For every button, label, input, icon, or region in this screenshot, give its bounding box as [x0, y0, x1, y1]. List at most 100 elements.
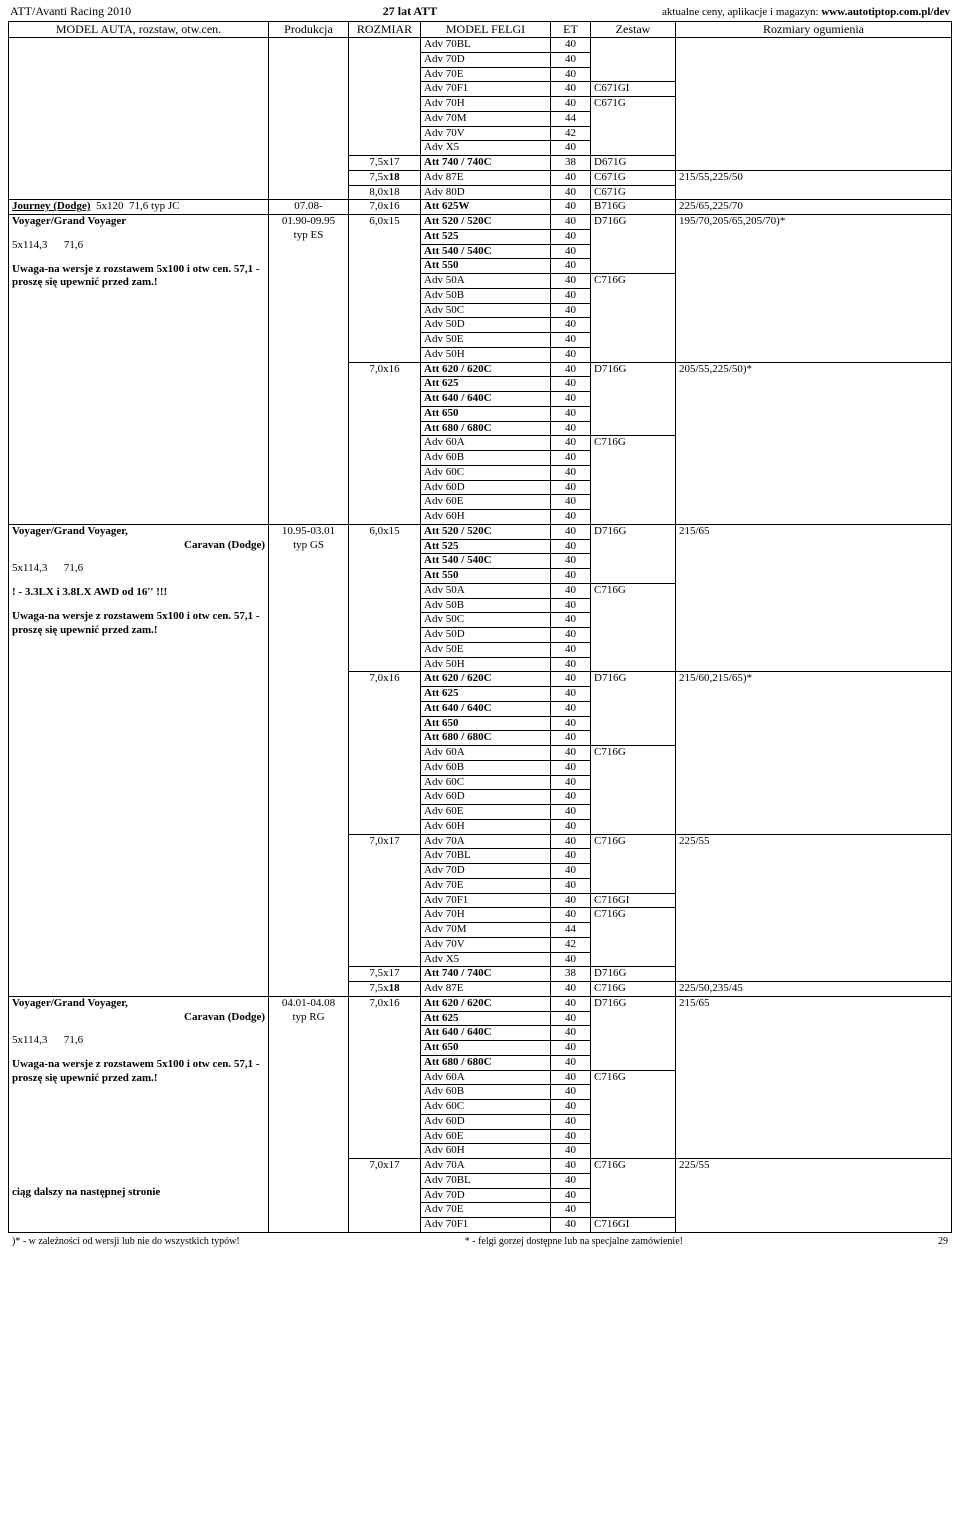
- rozmiar-cell: 7,0x17: [349, 834, 421, 967]
- et-cell: 40: [551, 347, 591, 362]
- et-cell: 40: [551, 642, 591, 657]
- felgi-cell: Adv 60B: [421, 451, 551, 466]
- felgi-cell: Adv 60E: [421, 495, 551, 510]
- felgi-cell: Att 525: [421, 229, 551, 244]
- zestaw-cell: C716G: [591, 834, 676, 893]
- et-cell: 40: [551, 628, 591, 643]
- et-cell: 40: [551, 406, 591, 421]
- felgi-cell: Adv 70BL: [421, 849, 551, 864]
- et-cell: 40: [551, 362, 591, 377]
- et-cell: 40: [551, 1144, 591, 1159]
- et-cell: 40: [551, 746, 591, 761]
- et-cell: 40: [551, 1173, 591, 1188]
- page-header: ATT/Avanti Racing 2010 27 lat ATT aktual…: [8, 4, 952, 21]
- et-cell: 42: [551, 937, 591, 952]
- rozmiar-cell: [349, 38, 421, 156]
- ogumienie-cell: 215/60,215/65)*: [676, 672, 952, 834]
- zestaw-cell: C716GI: [591, 893, 676, 908]
- et-cell: 40: [551, 1041, 591, 1056]
- felgi-cell: Adv 70V: [421, 126, 551, 141]
- et-cell: 40: [551, 849, 591, 864]
- et-cell: 40: [551, 97, 591, 112]
- felgi-cell: Adv 70D: [421, 864, 551, 879]
- et-cell: 40: [551, 82, 591, 97]
- zestaw-cell: D716G: [591, 215, 676, 274]
- et-cell: 40: [551, 1188, 591, 1203]
- et-cell: 40: [551, 1011, 591, 1026]
- zestaw-cell: [591, 38, 676, 82]
- ogumienie-cell: 225/65,225/70: [676, 200, 952, 215]
- zestaw-cell: C716G: [591, 436, 676, 525]
- et-cell: 40: [551, 539, 591, 554]
- et-cell: 40: [551, 1159, 591, 1174]
- ogumienie-cell: 215/65: [676, 524, 952, 672]
- et-cell: 40: [551, 1085, 591, 1100]
- felgi-cell: Adv 50C: [421, 613, 551, 628]
- et-cell: 40: [551, 790, 591, 805]
- felgi-cell: Att 640 / 640C: [421, 392, 551, 407]
- zestaw-cell: C716G: [591, 1159, 676, 1218]
- rozmiar-cell: 7,0x16: [349, 672, 421, 834]
- felgi-cell: Adv 60D: [421, 480, 551, 495]
- et-cell: 40: [551, 274, 591, 289]
- rozmiar-cell: 7,5x17: [349, 967, 421, 982]
- felgi-cell: Adv 60A: [421, 746, 551, 761]
- et-cell: 40: [551, 392, 591, 407]
- felgi-cell: Adv 50A: [421, 583, 551, 598]
- felgi-cell: Adv 70H: [421, 97, 551, 112]
- rozmiar-cell: 7,0x17: [349, 1159, 421, 1233]
- et-cell: 40: [551, 288, 591, 303]
- felgi-cell: Adv 60C: [421, 465, 551, 480]
- ogumienie-cell: 225/55: [676, 834, 952, 982]
- felgi-cell: Att 740 / 740C: [421, 967, 551, 982]
- et-cell: 40: [551, 834, 591, 849]
- et-cell: 40: [551, 421, 591, 436]
- ogumienie-cell: 215/65: [676, 996, 952, 1158]
- table-row: Voyager/Grand Voyager,Caravan (Dodge)5x1…: [9, 996, 952, 1011]
- felgi-cell: Att 525: [421, 539, 551, 554]
- et-cell: 44: [551, 111, 591, 126]
- zestaw-cell: D716G: [591, 967, 676, 982]
- felgi-cell: Adv 87E: [421, 170, 551, 185]
- felgi-cell: Att 625: [421, 687, 551, 702]
- felgi-cell: Adv 70F1: [421, 1218, 551, 1233]
- et-cell: 40: [551, 1218, 591, 1233]
- zestaw-cell: B716G: [591, 200, 676, 215]
- et-cell: 40: [551, 185, 591, 200]
- col-prod: Produkcja: [269, 22, 349, 38]
- model-cell: Journey (Dodge) 5x120 71,6 typ JC: [9, 200, 269, 215]
- rozmiar-cell: 6,0x15: [349, 215, 421, 363]
- felgi-cell: Adv 50H: [421, 657, 551, 672]
- col-felgi: MODEL FELGI: [421, 22, 551, 38]
- zestaw-cell: D716G: [591, 524, 676, 583]
- felgi-cell: Adv 50D: [421, 628, 551, 643]
- table-row: Adv 70BL40: [9, 38, 952, 53]
- et-cell: 40: [551, 1055, 591, 1070]
- felgi-cell: Adv 60C: [421, 1100, 551, 1115]
- model-cell: Voyager/Grand Voyager5x114,3 71,6Uwaga-n…: [9, 215, 269, 525]
- et-cell: 40: [551, 864, 591, 879]
- header-right-prefix: aktualne ceny, aplikacje i magazyn:: [662, 6, 821, 18]
- production-cell: 07.08-: [269, 200, 349, 215]
- felgi-cell: Adv 50D: [421, 318, 551, 333]
- et-cell: 40: [551, 303, 591, 318]
- felgi-cell: Adv 60A: [421, 436, 551, 451]
- felgi-cell: Adv 70BL: [421, 1173, 551, 1188]
- et-cell: 40: [551, 805, 591, 820]
- et-cell: 40: [551, 1203, 591, 1218]
- zestaw-cell: C716G: [591, 982, 676, 997]
- felgi-cell: Att 650: [421, 406, 551, 421]
- ogumienie-cell: 225/50,235/45: [676, 982, 952, 997]
- table-header-row: MODEL AUTA, rozstaw, otw.cen. Produkcja …: [9, 22, 952, 38]
- footer-center: * - felgi gorzej dostępne lub na specjal…: [465, 1236, 683, 1247]
- et-cell: 40: [551, 583, 591, 598]
- rozmiar-cell: 6,0x15: [349, 524, 421, 672]
- zestaw-cell: D716G: [591, 672, 676, 746]
- header-url: www.autotiptop.com.pl/dev: [821, 6, 950, 18]
- et-cell: 40: [551, 1070, 591, 1085]
- et-cell: 40: [551, 67, 591, 82]
- rozmiar-cell: 7,5x18: [349, 982, 421, 997]
- production-cell: 01.90-09.95typ ES: [269, 215, 349, 525]
- felgi-cell: Adv 60H: [421, 1144, 551, 1159]
- felgi-cell: Att 625: [421, 377, 551, 392]
